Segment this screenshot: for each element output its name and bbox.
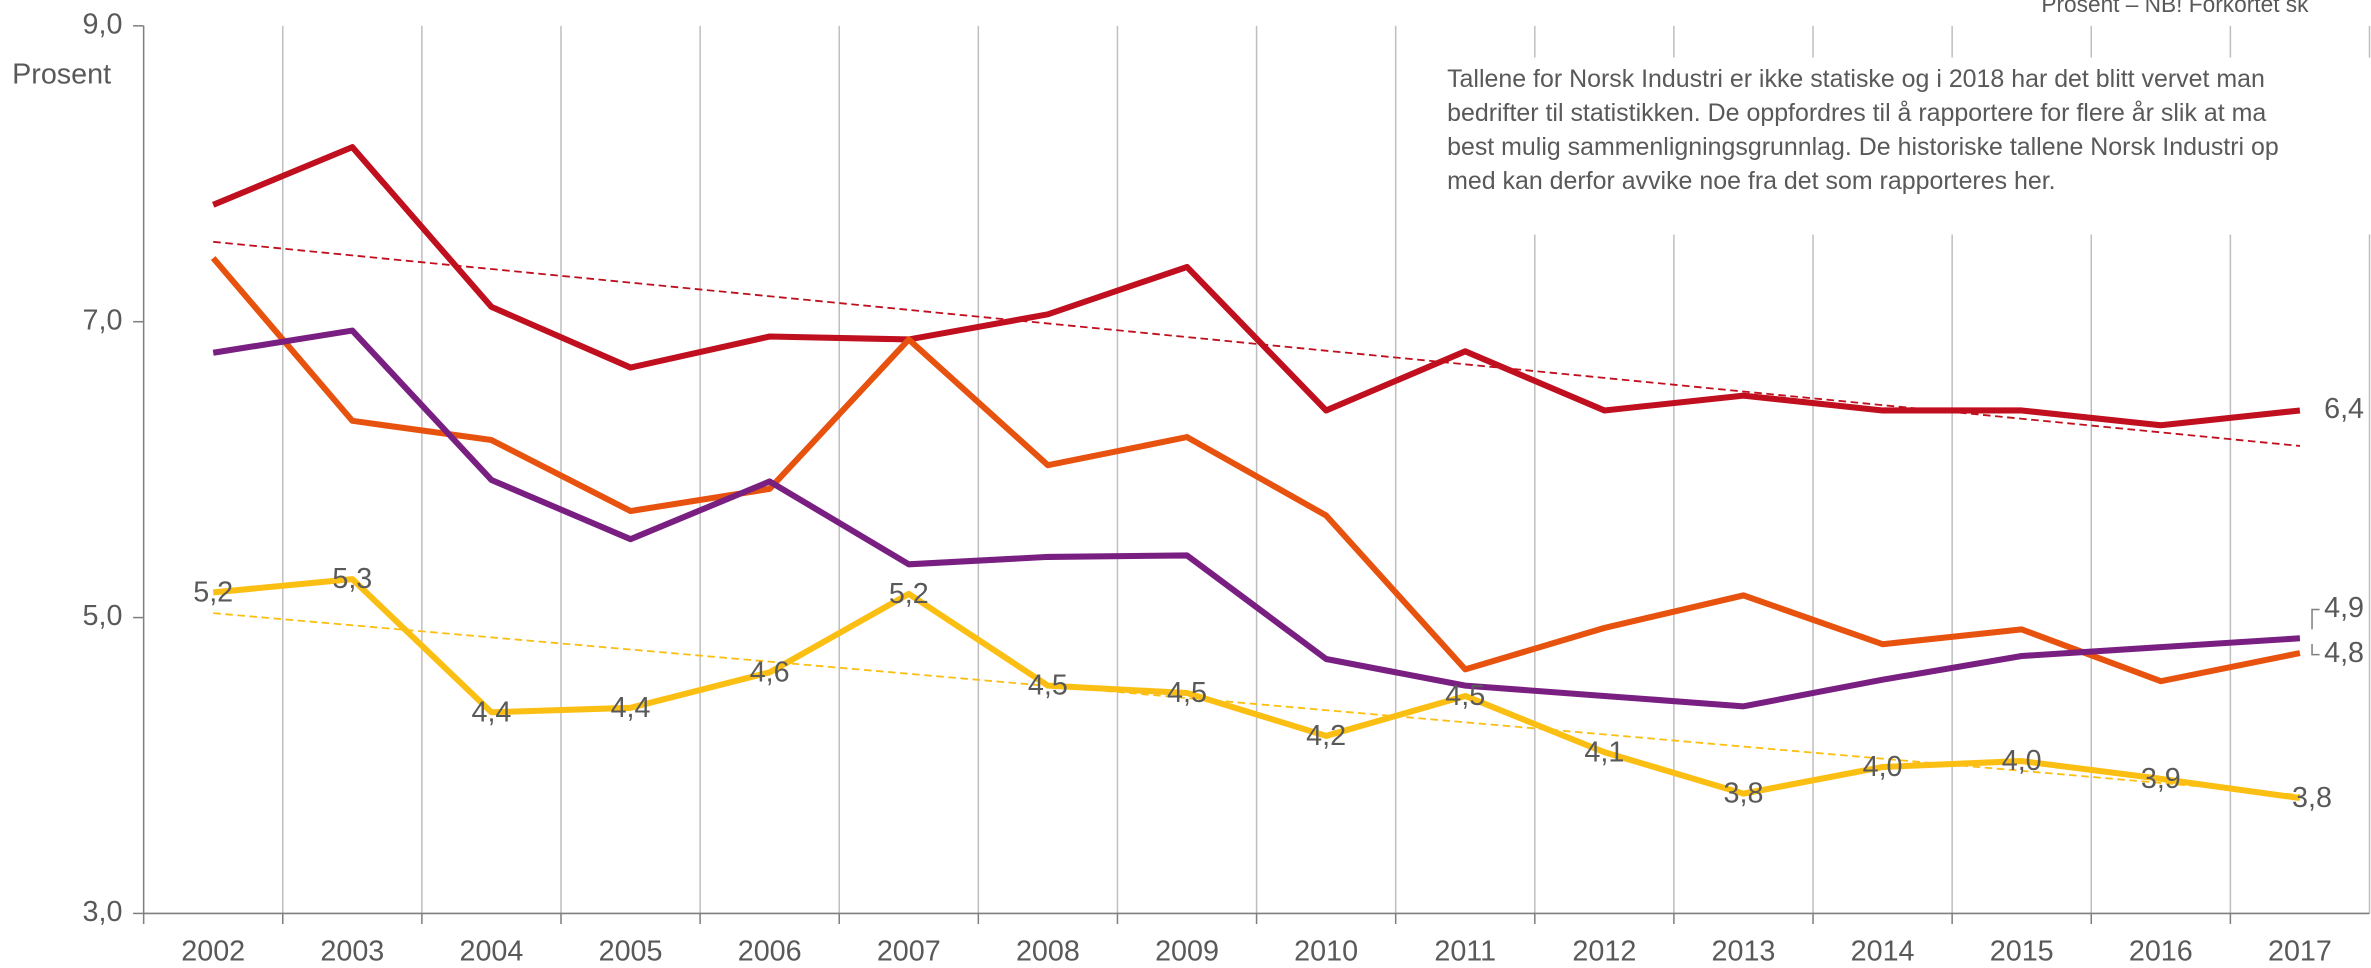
x-tick-label: 2013 [1712, 935, 1776, 967]
data-label: 4,5 [1445, 680, 1485, 712]
x-tick-label: 2008 [1016, 935, 1080, 967]
x-tick-label: 2016 [2129, 935, 2193, 967]
data-label: 3,8 [2292, 782, 2332, 814]
series-line [212, 327, 2301, 710]
annotation-line: best mulig sammenligningsgrunnlag. De hi… [1447, 133, 2279, 161]
series-line [210, 256, 2301, 685]
x-tick-label: 2005 [599, 935, 663, 967]
annotation-line: bedrifter til statistikken. De oppfordre… [1447, 99, 2266, 127]
y-tick-label: 3,0 [83, 896, 123, 928]
annotation-box [1436, 57, 2371, 235]
series-line [212, 144, 2301, 429]
top-note: Prosent – NB! Forkortet sk [2041, 0, 2309, 17]
x-tick-label: 2010 [1294, 935, 1358, 967]
data-label: 4,5 [1167, 677, 1207, 709]
data-label: 3,9 [2141, 763, 2181, 795]
annotation-line: Tallene for Norsk Industri er ikke stati… [1447, 65, 2265, 93]
x-tick-label: 2012 [1572, 935, 1636, 967]
data-label: 5,3 [332, 563, 372, 595]
data-label: 4,0 [2002, 745, 2042, 777]
data-label: 4,4 [611, 692, 651, 724]
x-tick-label: 2015 [1990, 935, 2054, 967]
data-label: 5,2 [193, 577, 233, 609]
x-tick-label: 2003 [320, 935, 384, 967]
leader-line [2311, 608, 2320, 630]
data-label: 3,8 [1724, 778, 1764, 810]
data-label: 4,0 [1863, 751, 1903, 783]
x-tick-label: 2014 [1851, 935, 1915, 967]
y-tick-label: 7,0 [83, 304, 123, 336]
series-line [212, 576, 2301, 802]
data-label: 4,9 [2324, 592, 2364, 624]
x-tick-label: 2007 [877, 935, 941, 967]
y-tick-label: 9,0 [83, 8, 123, 40]
data-label: 4,6 [750, 656, 790, 688]
x-tick-label: 2011 [1434, 935, 1496, 967]
x-tick-label: 2017 [2268, 935, 2332, 967]
data-label: 5,2 [889, 578, 929, 610]
leader-line [2311, 644, 2320, 656]
y-axis-label: Prosent [12, 58, 111, 90]
y-tick-label: 5,0 [83, 600, 123, 632]
data-label: 4,4 [471, 696, 511, 728]
data-label: 4,8 [2324, 637, 2364, 669]
data-label: 4,1 [1584, 736, 1624, 768]
annotation-line: med kan derfor avvike noe fra det som ra… [1447, 167, 2056, 195]
data-label: 6,4 [2324, 393, 2364, 425]
data-label: 4,2 [1306, 720, 1346, 752]
data-label: 4,5 [1028, 670, 1068, 702]
x-tick-label: 2004 [459, 935, 523, 967]
x-tick-label: 2002 [181, 935, 245, 967]
x-tick-label: 2006 [738, 935, 802, 967]
x-tick-label: 2009 [1155, 935, 1219, 967]
